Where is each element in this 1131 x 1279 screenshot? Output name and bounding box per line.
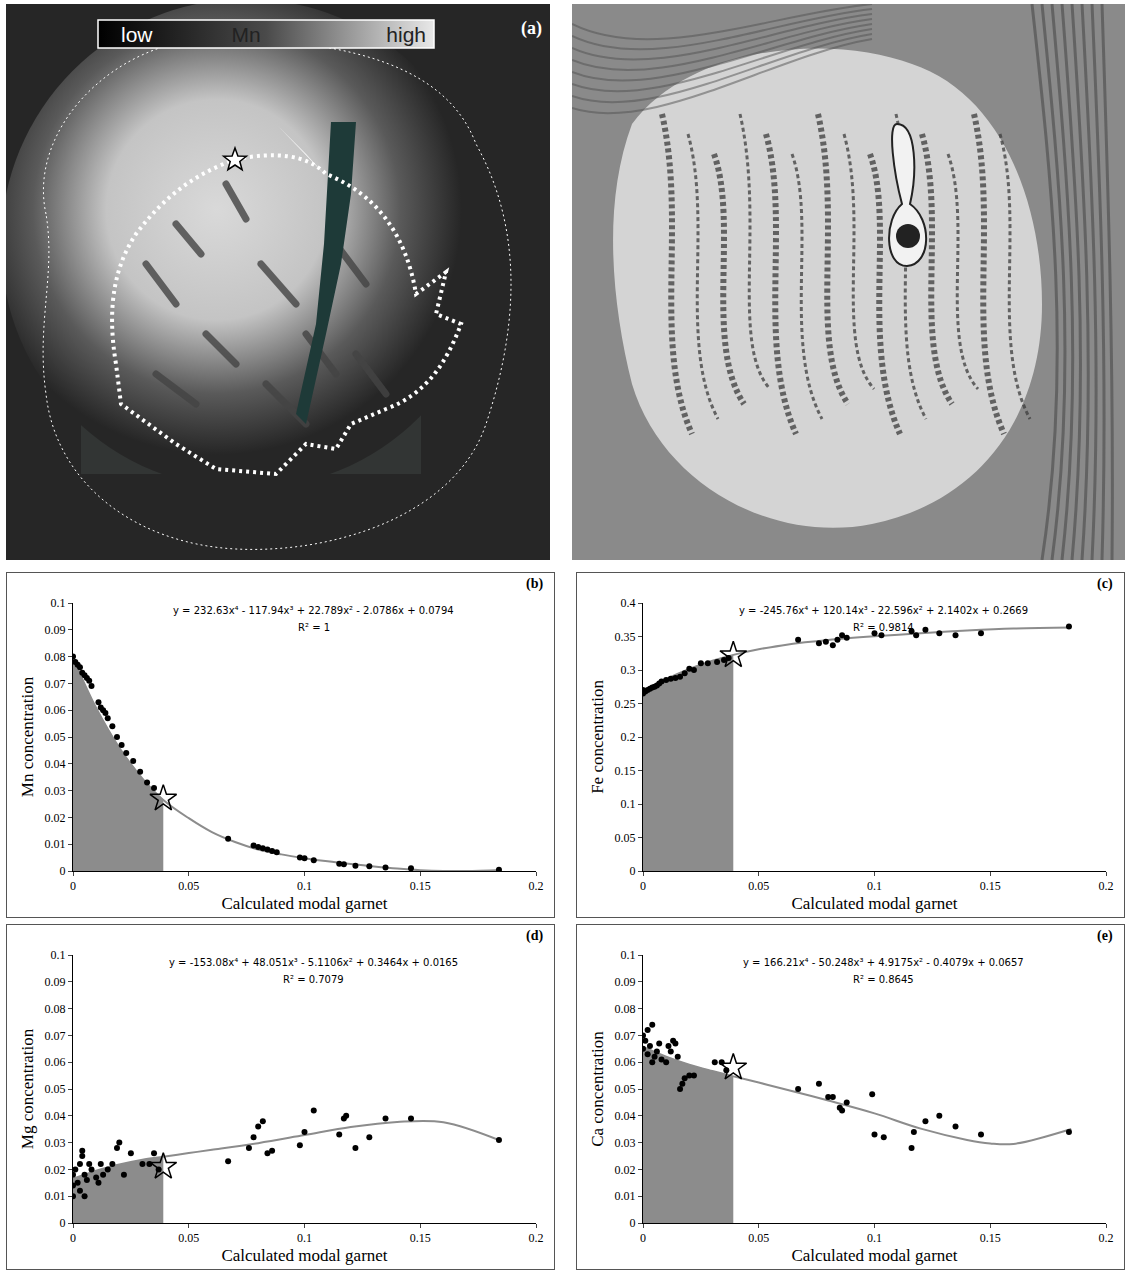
svg-text:0.2: 0.2 <box>1099 879 1114 893</box>
svg-text:Calculated modal garnet: Calculated modal garnet <box>221 894 387 913</box>
svg-text:0.08: 0.08 <box>45 650 66 664</box>
svg-text:R² = 0.7079: R² = 0.7079 <box>283 974 344 985</box>
svg-text:0.03: 0.03 <box>45 784 66 798</box>
svg-text:0.35: 0.35 <box>615 630 636 644</box>
svg-text:0.2: 0.2 <box>1099 1231 1114 1245</box>
svg-text:0: 0 <box>70 1231 76 1245</box>
svg-text:0.07: 0.07 <box>615 1029 636 1043</box>
svg-text:0.1: 0.1 <box>297 1231 312 1245</box>
svg-text:(d): (d) <box>526 928 543 944</box>
svg-text:0.05: 0.05 <box>45 730 66 744</box>
svg-text:Ca concentration: Ca concentration <box>588 1031 607 1147</box>
svg-text:0.01: 0.01 <box>45 837 66 851</box>
svg-text:0.09: 0.09 <box>45 975 66 989</box>
svg-text:0.02: 0.02 <box>615 1163 636 1177</box>
svg-text:0: 0 <box>630 1216 636 1230</box>
svg-text:0.1: 0.1 <box>51 596 66 610</box>
svg-text:Fe concentration: Fe concentration <box>588 680 607 794</box>
svg-text:0.07: 0.07 <box>45 677 66 691</box>
svg-text:0.08: 0.08 <box>45 1002 66 1016</box>
svg-text:0.04: 0.04 <box>45 757 66 771</box>
svg-text:0.1: 0.1 <box>621 797 636 811</box>
svg-text:0.03: 0.03 <box>615 1136 636 1150</box>
svg-text:0.1: 0.1 <box>867 879 882 893</box>
svg-text:0.09: 0.09 <box>45 623 66 637</box>
svg-text:0.06: 0.06 <box>45 1055 66 1069</box>
svg-text:0.01: 0.01 <box>45 1189 66 1203</box>
svg-text:y = -153.08x⁴ + 48.051x³ - 5.1: y = -153.08x⁴ + 48.051x³ - 5.1106x² + 0.… <box>169 957 458 968</box>
svg-text:0: 0 <box>60 1216 66 1230</box>
svg-text:Mg concentration: Mg concentration <box>18 1028 37 1149</box>
svg-text:Calculated modal garnet: Calculated modal garnet <box>791 1246 957 1265</box>
svg-text:R² = 1: R² = 1 <box>298 622 330 633</box>
svg-text:(a): (a) <box>521 18 542 39</box>
svg-text:y = 166.21x⁴ - 50.248x³ + 4.91: y = 166.21x⁴ - 50.248x³ + 4.9175x² - 0.4… <box>743 957 1024 968</box>
svg-text:0: 0 <box>640 1231 646 1245</box>
svg-text:0.1: 0.1 <box>867 1231 882 1245</box>
svg-text:0.04: 0.04 <box>45 1109 66 1123</box>
svg-text:0.02: 0.02 <box>45 811 66 825</box>
svg-text:R² = 0.8645: R² = 0.8645 <box>853 974 914 985</box>
svg-text:0.05: 0.05 <box>45 1082 66 1096</box>
svg-text:0.06: 0.06 <box>615 1055 636 1069</box>
svg-text:0.09: 0.09 <box>615 975 636 989</box>
svg-text:0.05: 0.05 <box>748 1231 769 1245</box>
svg-text:0.01: 0.01 <box>615 1189 636 1203</box>
svg-text:0.04: 0.04 <box>615 1109 636 1123</box>
svg-text:0.2: 0.2 <box>529 1231 544 1245</box>
svg-text:0.15: 0.15 <box>980 1231 1001 1245</box>
svg-text:0.15: 0.15 <box>980 879 1001 893</box>
svg-text:0.15: 0.15 <box>410 879 431 893</box>
svg-text:0.05: 0.05 <box>615 1082 636 1096</box>
svg-text:R² = 0.9814: R² = 0.9814 <box>853 622 914 633</box>
svg-text:low: low <box>121 23 153 46</box>
svg-text:high: high <box>386 23 426 46</box>
svg-text:0.08: 0.08 <box>615 1002 636 1016</box>
svg-text:0: 0 <box>640 879 646 893</box>
svg-text:0.06: 0.06 <box>45 703 66 717</box>
svg-text:0: 0 <box>70 879 76 893</box>
svg-text:(b): (b) <box>526 576 543 592</box>
svg-text:0: 0 <box>630 864 636 878</box>
svg-text:Mn: Mn <box>231 23 260 46</box>
svg-text:0.1: 0.1 <box>621 948 636 962</box>
svg-text:0.15: 0.15 <box>615 764 636 778</box>
svg-text:0.05: 0.05 <box>178 1231 199 1245</box>
svg-text:0.1: 0.1 <box>297 879 312 893</box>
svg-text:y = -245.76x⁴ + 120.14x³ - 22.: y = -245.76x⁴ + 120.14x³ - 22.596x² + 2.… <box>739 605 1028 616</box>
svg-text:(c): (c) <box>1097 576 1113 592</box>
svg-text:Calculated modal garnet: Calculated modal garnet <box>791 894 957 913</box>
svg-text:0.3: 0.3 <box>621 663 636 677</box>
svg-text:0.03: 0.03 <box>45 1136 66 1150</box>
svg-text:Mn concentration: Mn concentration <box>18 676 37 797</box>
svg-text:0: 0 <box>60 864 66 878</box>
svg-text:0.05: 0.05 <box>748 879 769 893</box>
svg-text:0.05: 0.05 <box>615 831 636 845</box>
svg-text:0.02: 0.02 <box>45 1163 66 1177</box>
svg-text:y = 232.63x⁴ - 117.94x³ + 22.7: y = 232.63x⁴ - 117.94x³ + 22.789x² - 2.0… <box>173 605 454 616</box>
svg-text:0.4: 0.4 <box>621 596 636 610</box>
svg-text:0.1: 0.1 <box>51 948 66 962</box>
svg-text:0.05: 0.05 <box>178 879 199 893</box>
svg-text:0.25: 0.25 <box>615 697 636 711</box>
svg-text:0.2: 0.2 <box>529 879 544 893</box>
svg-text:0.15: 0.15 <box>410 1231 431 1245</box>
svg-text:0.2: 0.2 <box>621 730 636 744</box>
svg-text:0.07: 0.07 <box>45 1029 66 1043</box>
svg-text:(e): (e) <box>1097 928 1113 944</box>
svg-text:Calculated modal garnet: Calculated modal garnet <box>221 1246 387 1265</box>
